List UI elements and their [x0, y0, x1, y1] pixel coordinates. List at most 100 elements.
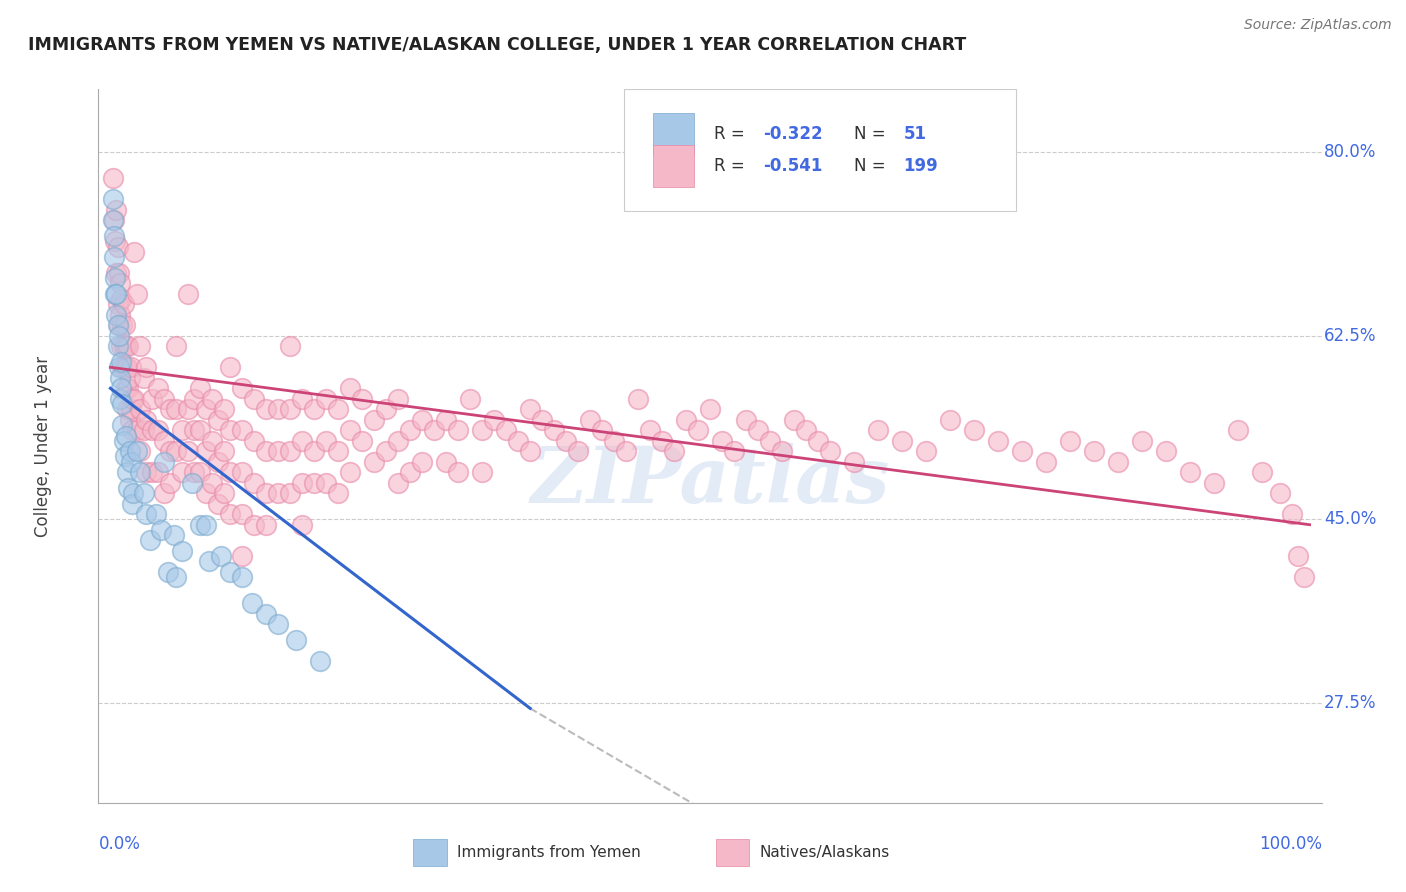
Point — [135, 413, 157, 427]
Point — [153, 486, 176, 500]
Text: ZIPatlas: ZIPatlas — [530, 443, 890, 520]
Point — [1083, 444, 1105, 458]
Point — [207, 413, 229, 427]
Point — [201, 475, 224, 490]
Point — [112, 434, 135, 448]
Point — [129, 339, 152, 353]
Point — [108, 360, 129, 375]
Point — [117, 481, 139, 495]
Point — [115, 360, 138, 375]
Point — [148, 381, 170, 395]
Point — [1226, 423, 1249, 437]
Point — [153, 434, 176, 448]
Point — [121, 497, 143, 511]
Point — [159, 475, 181, 490]
Point — [458, 392, 481, 406]
Point — [153, 392, 176, 406]
Point — [201, 434, 224, 448]
Point — [195, 444, 218, 458]
Text: -0.541: -0.541 — [762, 157, 823, 175]
Point — [165, 339, 187, 353]
Point — [165, 402, 187, 417]
Point — [231, 507, 253, 521]
Point — [156, 565, 179, 579]
FancyBboxPatch shape — [624, 89, 1015, 211]
Point — [447, 465, 470, 479]
Point — [118, 371, 141, 385]
Point — [735, 413, 758, 427]
Point — [207, 455, 229, 469]
Point — [135, 465, 157, 479]
Point — [363, 413, 385, 427]
Point — [434, 413, 457, 427]
Point — [434, 455, 457, 469]
Point — [108, 392, 131, 406]
Point — [411, 455, 433, 469]
Point — [101, 171, 124, 186]
Point — [214, 486, 236, 500]
Point — [411, 413, 433, 427]
Point — [125, 423, 148, 437]
Point — [188, 381, 211, 395]
Point — [278, 444, 301, 458]
Point — [183, 392, 205, 406]
Point — [112, 297, 135, 311]
Point — [387, 475, 409, 490]
Point — [267, 444, 290, 458]
Point — [243, 392, 266, 406]
Point — [243, 517, 266, 532]
Point — [132, 371, 155, 385]
Point — [603, 434, 626, 448]
Point — [328, 444, 350, 458]
Point — [103, 250, 125, 264]
Point — [1130, 434, 1153, 448]
Point — [107, 239, 129, 253]
Point — [129, 402, 152, 417]
Point — [304, 475, 326, 490]
Point — [243, 434, 266, 448]
Point — [214, 402, 236, 417]
Point — [177, 402, 200, 417]
Point — [181, 475, 204, 490]
Point — [291, 475, 314, 490]
Text: 80.0%: 80.0% — [1324, 143, 1376, 161]
Point — [124, 392, 146, 406]
Point — [148, 423, 170, 437]
FancyBboxPatch shape — [652, 112, 695, 155]
Point — [818, 444, 841, 458]
Text: 51: 51 — [903, 125, 927, 143]
Point — [104, 286, 127, 301]
Text: 45.0%: 45.0% — [1324, 510, 1376, 528]
Point — [105, 266, 128, 280]
Point — [219, 565, 242, 579]
Text: 0.0%: 0.0% — [98, 835, 141, 853]
Point — [278, 339, 301, 353]
FancyBboxPatch shape — [652, 145, 695, 187]
Text: N =: N = — [855, 157, 891, 175]
Point — [543, 423, 565, 437]
Point — [579, 413, 602, 427]
Point — [447, 423, 470, 437]
Point — [188, 423, 211, 437]
Point — [375, 444, 398, 458]
Point — [129, 465, 152, 479]
Point — [339, 381, 361, 395]
Text: College, Under 1 year: College, Under 1 year — [34, 355, 52, 537]
Text: -0.322: -0.322 — [762, 125, 823, 143]
Point — [110, 355, 132, 369]
Point — [939, 413, 962, 427]
Point — [723, 444, 745, 458]
Point — [328, 402, 350, 417]
Point — [115, 402, 138, 417]
Text: Source: ZipAtlas.com: Source: ZipAtlas.com — [1244, 18, 1392, 32]
Point — [111, 417, 134, 432]
Point — [240, 596, 263, 610]
Text: 62.5%: 62.5% — [1324, 326, 1376, 345]
Point — [110, 339, 132, 353]
Point — [1107, 455, 1129, 469]
Point — [807, 434, 830, 448]
Point — [125, 286, 148, 301]
Point — [495, 423, 517, 437]
Point — [219, 465, 242, 479]
Point — [1292, 570, 1315, 584]
